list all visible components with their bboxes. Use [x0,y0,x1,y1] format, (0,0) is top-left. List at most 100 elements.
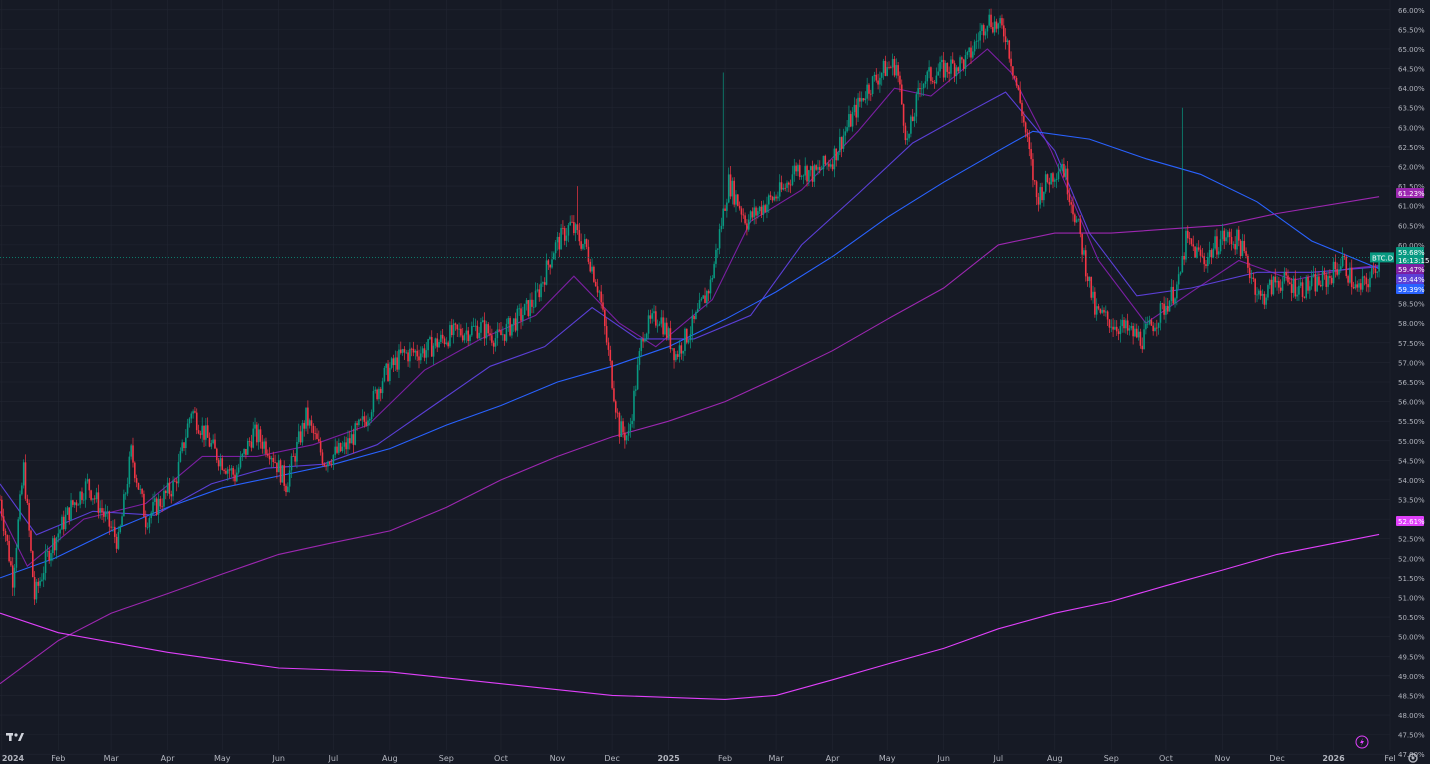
candle [910,114,912,138]
candle [1296,286,1298,301]
candle [826,162,828,170]
candle [1230,228,1233,251]
candle [99,500,101,519]
candle [1356,280,1359,292]
candle [944,60,947,81]
x-tick-label: Dec [604,754,619,763]
y-tick-label: 57.00% [1398,359,1425,367]
lightning-icon[interactable] [1355,735,1369,749]
candle [747,214,750,232]
candle [272,451,275,468]
countdown-badge: 16:13:15 [1396,255,1429,265]
candle [609,345,612,366]
candle [345,436,347,455]
candle [738,201,741,211]
candle [166,477,169,496]
x-tick-label: May [214,754,231,763]
candle [1361,268,1364,293]
candle [529,293,531,323]
candle [1299,276,1302,289]
candle [236,465,238,483]
candle [1327,270,1329,295]
candle [341,441,344,453]
candle [474,318,477,332]
candle [181,439,183,454]
y-tick-label: 48.00% [1398,712,1425,720]
candle [689,326,692,349]
candle [1032,153,1034,188]
candle [421,346,424,358]
gear-icon[interactable] [1408,753,1418,763]
candle [1340,258,1342,273]
candle [323,462,326,468]
candle [283,460,285,492]
candle [139,485,142,495]
candle [613,380,615,403]
svg-text:59.47%: 59.47% [1398,266,1425,274]
candle [370,409,373,423]
candle [835,148,837,167]
candle [607,337,610,356]
candle [410,347,413,357]
candle [90,489,92,502]
candle [939,56,941,79]
candle [866,77,868,106]
candle [10,557,12,567]
candle [420,346,422,364]
candle [600,284,602,309]
candle [259,426,262,449]
candle [376,388,378,401]
candle [225,468,227,475]
candle [461,327,464,343]
candle [815,164,817,171]
candle [1307,274,1309,294]
candle [982,23,985,43]
candle [1075,216,1078,223]
candle [598,289,601,301]
candle [2,508,5,537]
ma-20-badge: 59.47% [1396,264,1425,274]
candle [1281,276,1284,299]
candle [188,417,191,428]
candle [1161,302,1164,310]
candle [423,344,426,362]
candle [1021,100,1023,124]
candle [644,333,646,343]
candle [135,474,138,488]
candle [851,107,854,132]
candle [993,16,996,36]
time-axis[interactable]: 2024 Feb Mar Apr May Jun Jul Aug Sep Oct Nov Dec 202… [2,754,1396,763]
candle [290,453,293,478]
candle [496,322,499,346]
y-tick-label: 66.00% [1398,7,1425,15]
candle [893,55,896,78]
candle [343,436,346,455]
candle [840,136,843,158]
candle [1053,177,1056,188]
candle [1061,159,1063,174]
candle [828,159,830,171]
candle [1217,247,1220,258]
candle [1112,318,1114,337]
candle [1137,325,1140,341]
candle [394,350,397,372]
candle [1088,276,1091,288]
candle [880,72,883,86]
candle [350,425,353,444]
candle [454,322,457,331]
candle [66,505,69,516]
x-tick-label: May [879,754,896,763]
candle [1159,301,1162,331]
candle [988,8,991,28]
candle [687,338,690,345]
candle [955,65,958,85]
candle [108,510,111,536]
candle [1376,271,1379,278]
candle [1345,255,1348,279]
candle [1015,75,1018,88]
svg-text:61.23%: 61.23% [1398,190,1425,198]
tradingview-logo-icon[interactable] [6,733,24,741]
candle [737,193,739,207]
candle [221,455,224,471]
